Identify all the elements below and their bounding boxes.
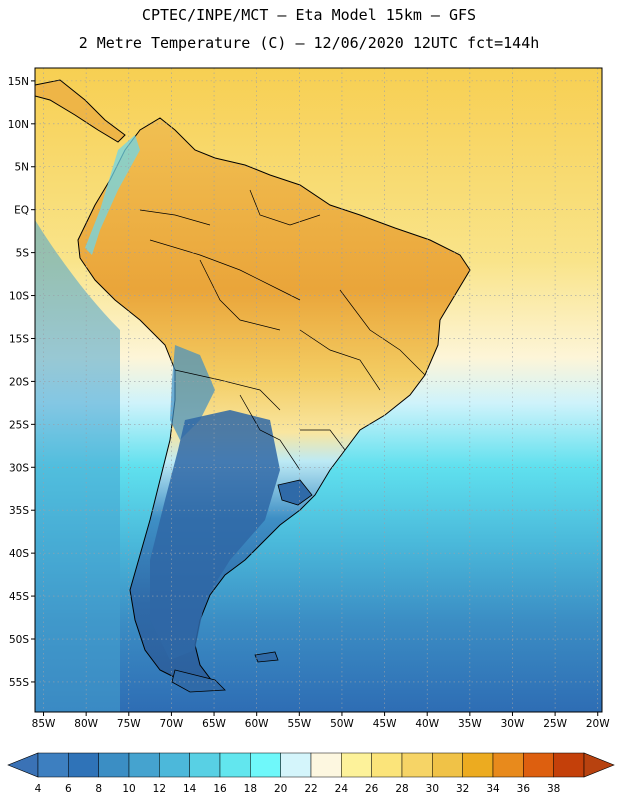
colorbar-swatch: [219, 752, 251, 778]
lat-tick-label: 50S: [9, 634, 29, 646]
colorbar-under-arrow: [7, 752, 39, 778]
colorbar-label: 28: [395, 783, 408, 795]
lat-tick-label: 45S: [9, 591, 29, 603]
colorbar-swatch: [68, 752, 99, 778]
country-borders: [139, 189, 426, 471]
lon-tick-label: 40W: [415, 718, 439, 730]
chart-title-model: CPTEC/INPE/MCT – Eta Model 15km – GFS: [141, 6, 477, 24]
lon-tick-label: 85W: [32, 718, 56, 730]
lon-tick-label: 30W: [501, 718, 525, 730]
longitude-axis: 85W 80W 75W 70W 65W 60W 55W 50W 45W 40W 35W 30W 25W 2…: [32, 712, 610, 730]
lat-tick-label: 35S: [9, 505, 29, 517]
colorbar: 4 6 8 10 12 14 16 18 20 22 24 26 28 30 32 34 36 38: [7, 752, 615, 795]
map-frame: [34, 67, 603, 713]
lat-tick-label: 20S: [9, 376, 29, 388]
lat-tick-label: 55S: [9, 677, 29, 689]
tierra-del-fuego: [171, 669, 226, 693]
lon-tick-label: 50W: [330, 718, 354, 730]
colorbar-label: 32: [456, 783, 469, 795]
colorbar-swatch: [462, 752, 494, 778]
chart-title-variable: 2 Metre Temperature (C) – 12/06/2020 12U…: [78, 34, 540, 52]
lat-tick-label: EQ: [14, 205, 29, 217]
lat-lon-grid: [35, 68, 602, 712]
lat-tick-label: 30S: [9, 462, 29, 474]
altiplano-cold: [170, 345, 215, 440]
colorbar-swatch: [98, 752, 130, 778]
colorbar-swatch: [37, 752, 69, 778]
colorbar-label: 38: [547, 783, 560, 795]
colorbar-label: 34: [486, 783, 500, 795]
lon-tick-label: 55W: [287, 718, 311, 730]
lat-tick-label: 40S: [9, 548, 29, 560]
colorbar-swatch: [280, 752, 312, 778]
colorbar-swatch: [128, 752, 160, 778]
colorbar-label: 16: [213, 783, 227, 795]
lon-tick-label: 75W: [117, 718, 141, 730]
colorbar-label: 24: [335, 783, 349, 795]
latitude-axis: 15N 10N 5N EQ 5S 10S 15S 20S 25S 30S 35S 40S 45S 50S 5…: [8, 76, 35, 689]
colorbar-swatch: [553, 752, 585, 778]
colorbar-swatch: [189, 752, 221, 778]
colorbar-over-arrow: [583, 752, 615, 778]
andes-cold-strip: [85, 135, 140, 255]
lon-tick-label: 25W: [543, 718, 567, 730]
central-america-land: [35, 79, 126, 143]
colorbar-swatch: [159, 752, 190, 778]
lon-tick-label: 60W: [245, 718, 269, 730]
colorbar-label: 6: [65, 783, 72, 795]
lon-tick-label: 45W: [373, 718, 397, 730]
lon-tick-label: 35W: [458, 718, 482, 730]
patagonia-cold: [150, 410, 280, 660]
lon-tick-label: 70W: [160, 718, 184, 730]
lat-tick-label: 10N: [8, 119, 29, 131]
lat-tick-label: 5S: [16, 248, 30, 260]
colorbar-label: 30: [426, 783, 439, 795]
lat-tick-label: 10S: [9, 291, 29, 303]
colorbar-label: 14: [183, 783, 197, 795]
colorbar-swatch: [371, 752, 403, 778]
lon-tick-label: 65W: [202, 718, 226, 730]
colorbar-swatch: [401, 752, 433, 778]
lat-tick-label: 15S: [9, 333, 29, 345]
lon-tick-label: 20W: [586, 718, 610, 730]
rio-de-la-plata: [277, 479, 313, 506]
falkland-islands: [254, 651, 279, 663]
colorbar-swatch: [310, 752, 342, 778]
colorbar-label: 18: [244, 783, 257, 795]
lat-tick-label: 15N: [8, 76, 29, 88]
colorbar-label: 4: [35, 783, 42, 795]
lon-tick-label: 80W: [74, 718, 98, 730]
colorbar-swatch: [250, 752, 281, 778]
lat-tick-label: 25S: [9, 419, 29, 431]
colorbar-swatch: [341, 752, 372, 778]
colorbar-label: 20: [274, 783, 287, 795]
colorbar-swatch: [432, 752, 463, 778]
colorbar-label: 36: [517, 783, 531, 795]
temperature-field: [35, 68, 602, 712]
colorbar-label: 8: [95, 783, 102, 795]
colorbar-label: 22: [304, 783, 317, 795]
colorbar-label: 12: [153, 783, 166, 795]
colorbar-swatch: [523, 752, 554, 778]
colorbar-swatch: [492, 752, 524, 778]
lat-tick-label: 5N: [14, 162, 29, 174]
pacific-cool-band: [35, 220, 120, 712]
colorbar-label: 26: [365, 783, 379, 795]
colorbar-label: 10: [122, 783, 135, 795]
